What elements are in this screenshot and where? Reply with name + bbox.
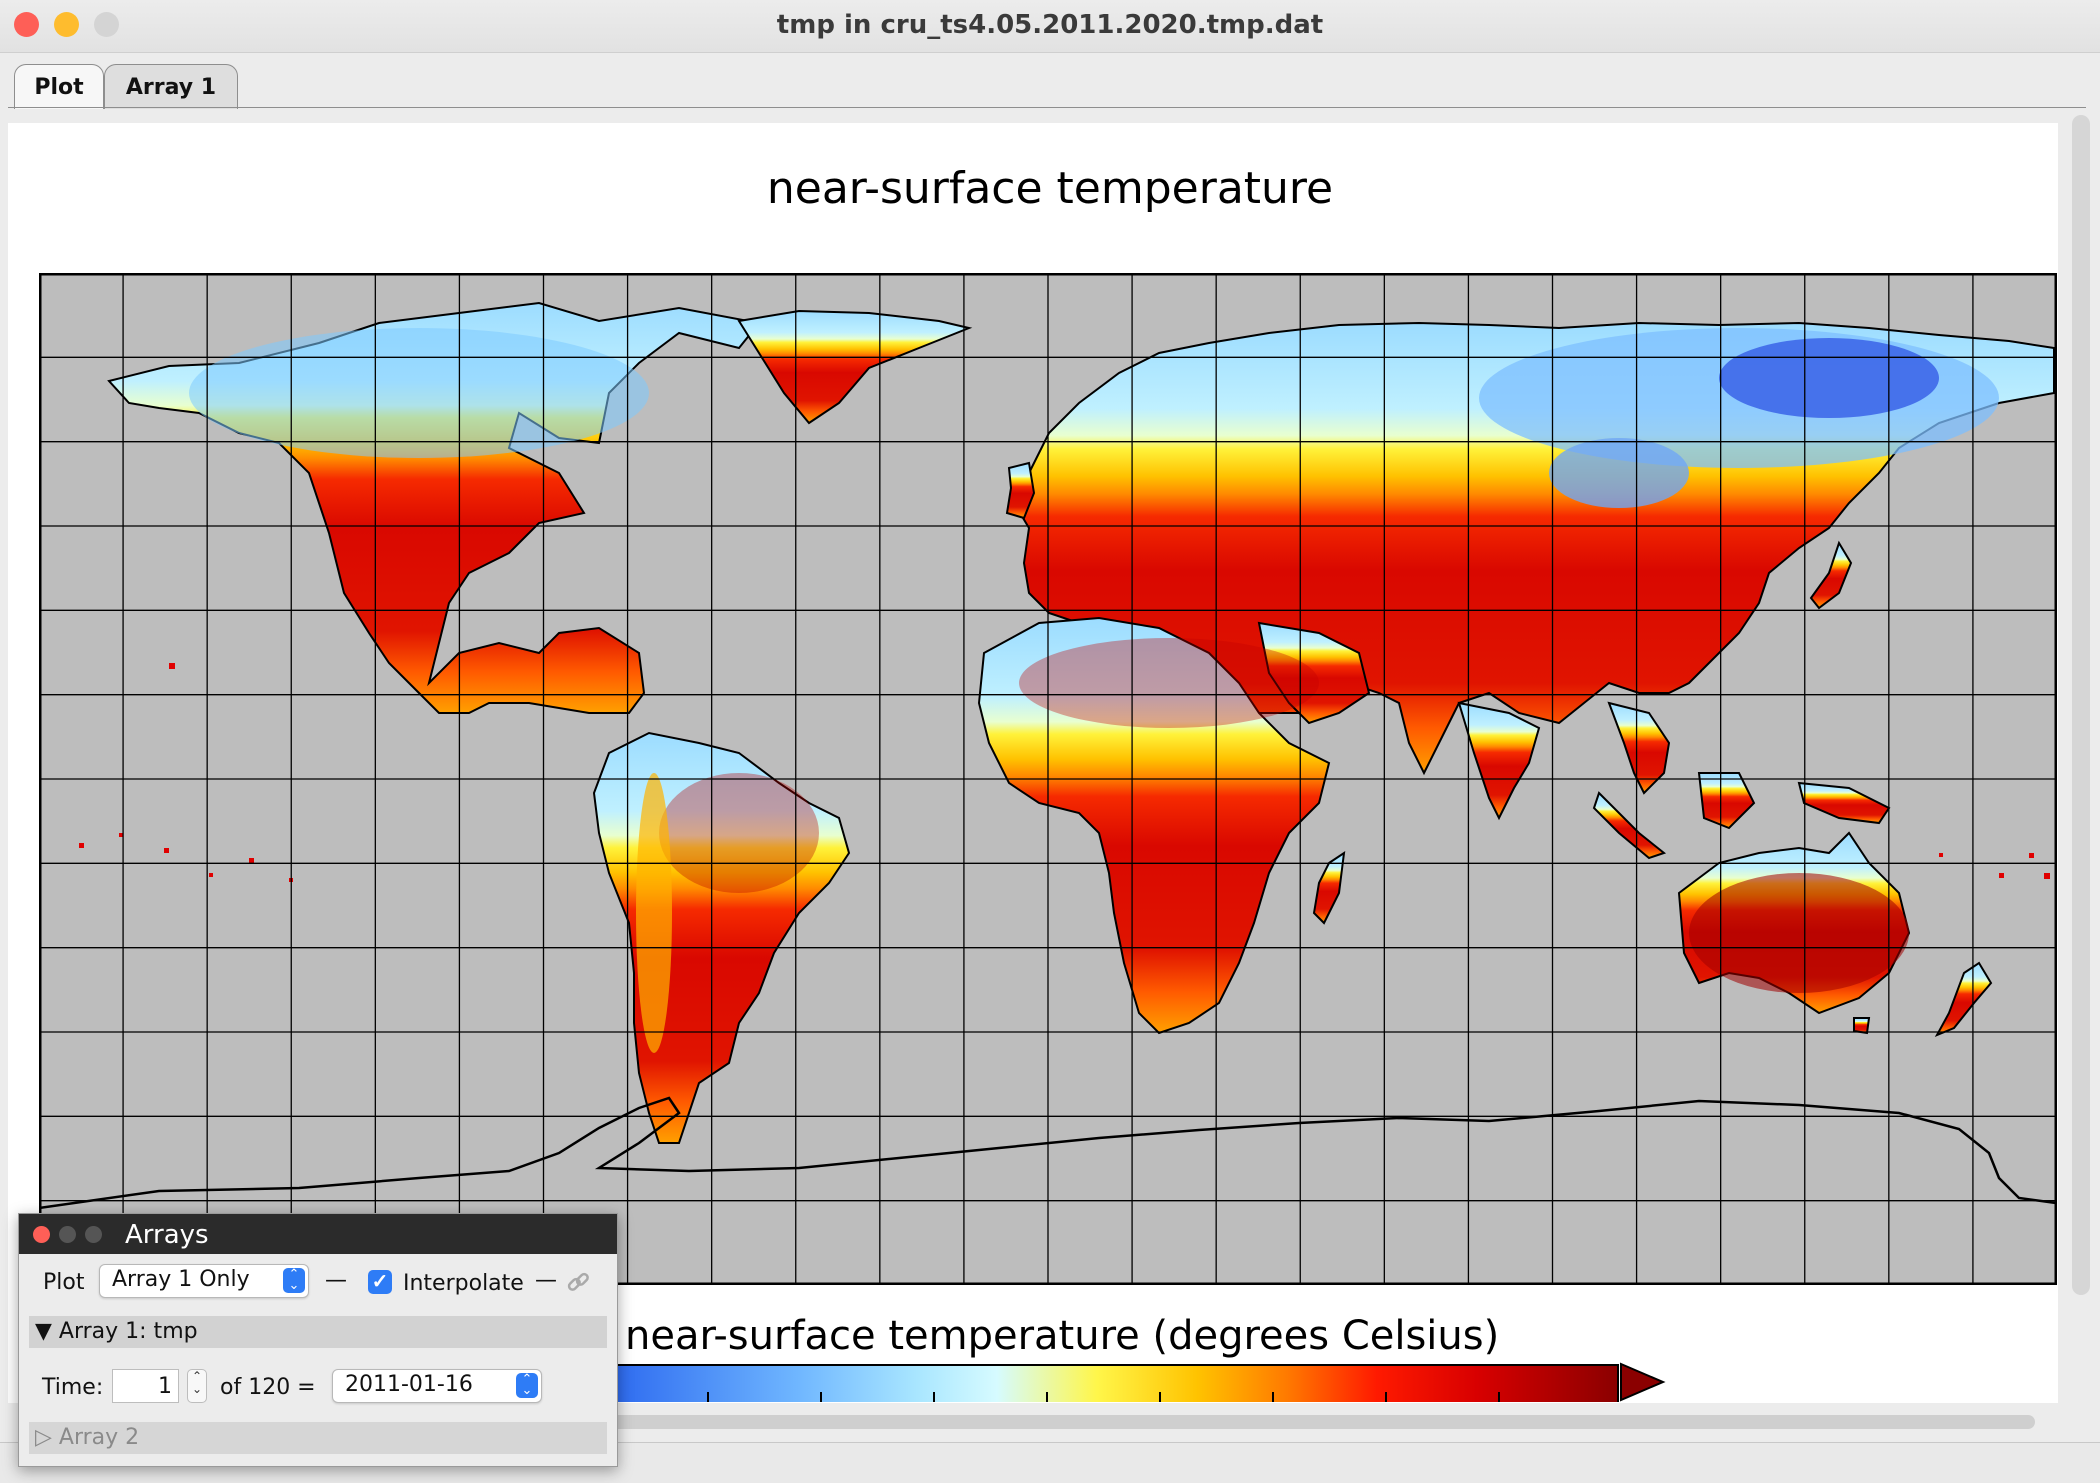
- australia-hot: [1689, 873, 1909, 993]
- pacific-island: [2029, 853, 2034, 858]
- window-titlebar: tmp in cru_ts4.05.2011.2020.tmp.dat: [0, 0, 2100, 53]
- temperature-map: [39, 273, 2057, 1285]
- borneo: [1697, 772, 1756, 830]
- pacific-island: [79, 843, 84, 848]
- colorbar-tick: [1385, 1392, 1387, 1402]
- time-index-value: 1: [158, 1374, 172, 1399]
- canada-cold: [189, 328, 649, 458]
- colorbar-tick: [1272, 1392, 1274, 1402]
- pacific-island: [164, 848, 169, 853]
- antarctica-coastline: [39, 1096, 2057, 1210]
- madagascar: [1312, 850, 1346, 925]
- window-title: tmp in cru_ts4.05.2011.2020.tmp.dat: [776, 10, 1324, 40]
- pacific-island: [169, 663, 175, 669]
- plot-options-row: Plot Array 1 Only ⌃ ⌄ — ✓ Interpolate —: [19, 1262, 617, 1306]
- japan: [1809, 540, 1853, 610]
- zoom-window-button[interactable]: [94, 12, 119, 37]
- pacific-island: [209, 873, 213, 877]
- link-icon[interactable]: [565, 1270, 591, 1296]
- palette-minimize-button: [59, 1226, 76, 1243]
- palette-zoom-button: [85, 1226, 102, 1243]
- colorbar-tick: [1159, 1392, 1161, 1402]
- select-chevrons-icon: ⌃ ⌄: [283, 1268, 305, 1293]
- time-stepper[interactable]: ⌃ ⌄: [187, 1369, 207, 1403]
- colorbar-tick: [820, 1392, 822, 1402]
- time-index-input[interactable]: 1: [112, 1369, 179, 1403]
- new-zealand: [1934, 961, 1993, 1037]
- arrays-palette-titlebar[interactable]: Arrays: [19, 1214, 617, 1254]
- tab-plot[interactable]: Plot: [14, 64, 104, 109]
- greenland: [737, 309, 973, 425]
- array-2-header-label: ▷ Array 2: [35, 1425, 140, 1450]
- time-of-total: of 120 =: [220, 1375, 316, 1400]
- close-window-button[interactable]: [14, 12, 39, 37]
- colorbar-tick: [1498, 1392, 1500, 1402]
- interpolate-label: Interpolate: [403, 1271, 524, 1296]
- tab-divider: [8, 107, 2086, 108]
- plot-mode-select[interactable]: Array 1 Only ⌃ ⌄: [99, 1264, 309, 1298]
- sahara-hot: [1019, 638, 1319, 728]
- interpolate-checkbox[interactable]: ✓: [368, 1270, 392, 1294]
- vertical-scrollbar[interactable]: [2072, 115, 2090, 1295]
- plot-title: near-surface temperature: [766, 163, 1334, 214]
- amazon-hot: [659, 773, 819, 893]
- colorbar-overflow-arrow: [1620, 1362, 1666, 1402]
- great-britain: [1005, 461, 1036, 520]
- pacific-island: [119, 833, 123, 837]
- array-1-section-header[interactable]: ▼ Array 1: tmp: [29, 1316, 607, 1348]
- arrays-palette: Arrays Plot Array 1 Only ⌃ ⌄ — ✓ Interpol…: [18, 1213, 618, 1467]
- new-guinea: [1797, 781, 1891, 825]
- andes-warm: [636, 773, 672, 1053]
- tasmania: [1853, 1017, 1871, 1035]
- siberia-coldest: [1719, 338, 1939, 418]
- pacific-island: [249, 858, 254, 863]
- mongolia-cold: [1549, 438, 1689, 508]
- tab-array-1[interactable]: Array 1: [104, 64, 238, 109]
- india: [1457, 701, 1541, 821]
- arabian-peninsula: [1257, 621, 1371, 725]
- separator-dash: —: [535, 1268, 557, 1293]
- array-1-header-label: ▼ Array 1: tmp: [35, 1319, 198, 1344]
- pacific-island: [2044, 873, 2050, 879]
- pacific-island: [1999, 873, 2004, 878]
- date-select[interactable]: 2011-01-16 ⌃ ⌄: [332, 1369, 542, 1403]
- minimize-window-button[interactable]: [54, 12, 79, 37]
- africa: [977, 616, 1331, 1035]
- separator-dash: —: [325, 1268, 347, 1293]
- southeast-asia: [1607, 701, 1671, 795]
- colorbar-tick: [1046, 1392, 1048, 1402]
- time-label: Time:: [42, 1375, 104, 1400]
- pacific-island: [1939, 853, 1943, 857]
- colorbar-tick: [933, 1392, 935, 1402]
- plot-label: Plot: [43, 1270, 85, 1295]
- plot-mode-value: Array 1 Only: [112, 1267, 250, 1292]
- colorbar-tick: [707, 1392, 709, 1402]
- arrays-palette-title: Arrays: [125, 1220, 209, 1250]
- colorbar-label: near-surface temperature (degrees Celsiu…: [625, 1313, 1500, 1359]
- palette-close-button[interactable]: [33, 1226, 50, 1243]
- date-value: 2011-01-16: [345, 1372, 473, 1397]
- sumatra: [1592, 791, 1667, 860]
- array-2-section-header[interactable]: ▷ Array 2: [29, 1422, 607, 1454]
- select-chevrons-icon: ⌃ ⌄: [516, 1373, 538, 1398]
- colorbar: [615, 1364, 1619, 1402]
